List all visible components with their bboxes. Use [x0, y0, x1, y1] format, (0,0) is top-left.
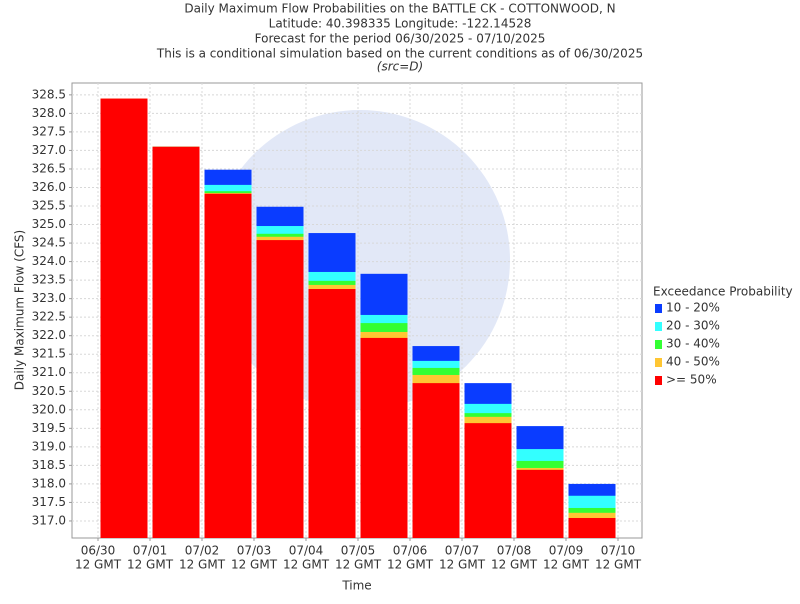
y-tick-label: 317.0	[32, 513, 66, 527]
x-tick-label: 07/07	[445, 544, 480, 558]
legend-label: 10 - 20%	[666, 301, 720, 315]
x-tick-label: 07/05	[341, 544, 376, 558]
legend-swatch	[655, 304, 662, 313]
bar	[464, 423, 512, 538]
y-tick-label: 325.5	[32, 199, 66, 213]
x-tick-suffix: 12 GMT	[543, 558, 590, 572]
y-tick-label: 322.0	[32, 328, 66, 342]
x-tick-suffix: 12 GMT	[387, 558, 434, 572]
chart-title: Latitude: 40.398335 Longitude: -122.1452…	[269, 17, 532, 31]
x-tick-label: 07/06	[393, 544, 428, 558]
chart-title: Forecast for the period 06/30/2025 - 07/…	[255, 32, 546, 46]
bar	[308, 289, 356, 538]
legend-label: >= 50%	[666, 373, 717, 387]
y-tick-label: 321.0	[32, 365, 66, 379]
y-tick-label: 325.0	[32, 217, 66, 231]
x-tick-label: 07/04	[289, 544, 324, 558]
x-tick-label: 07/10	[601, 544, 636, 558]
legend-label: 40 - 50%	[666, 355, 720, 369]
x-tick-suffix: 12 GMT	[75, 558, 122, 572]
chart-title: Daily Maximum Flow Probabilities on the …	[184, 2, 615, 16]
y-tick-label: 318.5	[32, 458, 66, 472]
y-tick-label: 326.5	[32, 161, 66, 175]
y-tick-label: 324.5	[32, 236, 66, 250]
legend-swatch	[655, 322, 662, 331]
y-tick-label: 323.5	[32, 273, 66, 287]
x-tick-suffix: 12 GMT	[595, 558, 642, 572]
bar	[100, 98, 148, 538]
y-tick-label: 324.0	[32, 254, 66, 268]
y-tick-label: 319.5	[32, 421, 66, 435]
x-tick-suffix: 12 GMT	[283, 558, 330, 572]
y-tick-label: 326.0	[32, 180, 66, 194]
y-tick-label: 318.0	[32, 476, 66, 490]
x-tick-suffix: 12 GMT	[335, 558, 382, 572]
legend-swatch	[655, 376, 662, 385]
legend-swatch	[655, 358, 662, 367]
legend-label: 20 - 30%	[666, 319, 720, 333]
x-tick-suffix: 12 GMT	[179, 558, 226, 572]
y-tick-label: 327.5	[32, 124, 66, 138]
bar	[568, 517, 616, 538]
y-tick-label: 321.5	[32, 347, 66, 361]
bar	[256, 240, 304, 538]
x-tick-label: 07/01	[133, 544, 168, 558]
bar	[360, 337, 408, 538]
chart-subtitle: (src=D)	[377, 60, 423, 74]
legend-swatch	[655, 340, 662, 349]
y-tick-label: 317.5	[32, 495, 66, 509]
legend-label: 30 - 40%	[666, 337, 720, 351]
x-tick-suffix: 12 GMT	[439, 558, 486, 572]
y-tick-label: 323.0	[32, 291, 66, 305]
legend-title: Exceedance Probability	[653, 285, 793, 299]
x-tick-label: 07/08	[497, 544, 532, 558]
x-tick-suffix: 12 GMT	[231, 558, 278, 572]
y-tick-label: 328.0	[32, 106, 66, 120]
x-axis-label: Time	[341, 579, 371, 593]
x-tick-label: 07/09	[549, 544, 584, 558]
y-tick-label: 327.0	[32, 143, 66, 157]
bar	[152, 146, 200, 538]
plot-area	[71, 82, 643, 539]
x-tick-suffix: 12 GMT	[491, 558, 538, 572]
x-tick-suffix: 12 GMT	[127, 558, 174, 572]
y-tick-label: 319.0	[32, 439, 66, 453]
bar	[516, 469, 564, 538]
bar	[204, 193, 252, 538]
x-tick-label: 06/30	[81, 544, 116, 558]
y-tick-label: 320.5	[32, 384, 66, 398]
y-tick-label: 328.5	[32, 87, 66, 101]
chart-title: This is a conditional simulation based o…	[156, 47, 643, 61]
watermark	[210, 110, 510, 410]
y-tick-label: 322.5	[32, 310, 66, 324]
y-axis-label: Daily Maximum Flow (CFS)	[13, 230, 27, 390]
y-tick-label: 320.0	[32, 402, 66, 416]
x-tick-label: 07/03	[237, 544, 272, 558]
x-tick-label: 07/02	[185, 544, 220, 558]
bar	[412, 383, 460, 538]
